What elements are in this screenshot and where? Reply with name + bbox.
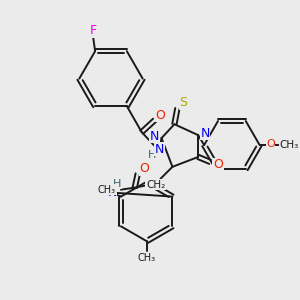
Text: O: O [156,109,166,122]
Text: F: F [90,24,97,37]
Text: N: N [155,142,164,155]
Text: CH₃: CH₃ [98,184,116,195]
Text: CH₃: CH₃ [138,253,156,263]
Text: N: N [150,130,159,142]
Text: O: O [140,162,150,175]
Text: O: O [266,139,275,149]
Text: CH₂: CH₂ [146,180,165,190]
Text: H: H [113,179,121,189]
Text: S: S [179,96,187,109]
Text: N: N [107,186,117,199]
Text: O: O [213,158,223,171]
Text: CH₃: CH₃ [280,140,299,150]
Text: H: H [147,150,156,160]
Text: N: N [200,127,210,140]
